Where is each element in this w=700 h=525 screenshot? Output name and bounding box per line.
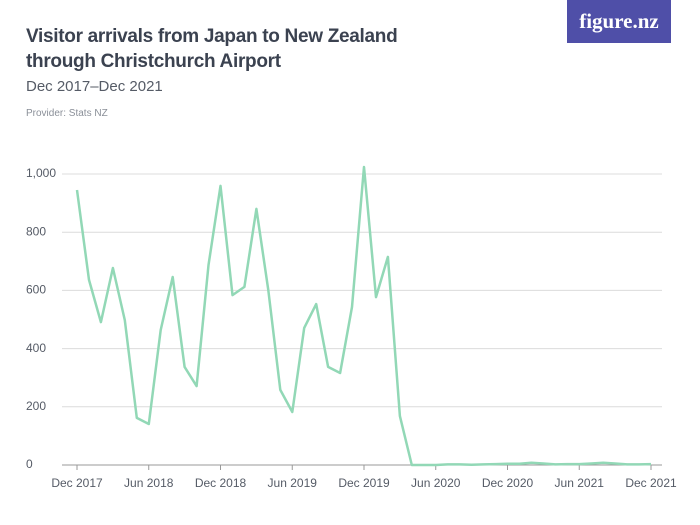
y-tick-label: 0 (26, 457, 33, 471)
y-tick-label: 600 (26, 283, 46, 297)
x-tick-label: Jun 2021 (555, 476, 605, 490)
y-tick-label: 200 (26, 399, 46, 413)
x-tick-label: Jun 2019 (268, 476, 318, 490)
x-tick-label: Dec 2020 (482, 476, 534, 490)
y-tick-label: 800 (26, 224, 46, 238)
y-tick-label: 1,000 (26, 166, 56, 180)
x-tick-label: Dec 2017 (51, 476, 103, 490)
data-line (75, 165, 652, 467)
x-tick-label: Dec 2018 (195, 476, 247, 490)
x-tick-label: Jun 2018 (124, 476, 174, 490)
chart-title: Visitor arrivals from Japan to New Zeala… (26, 26, 398, 72)
chart-subtitle: Dec 2017–Dec 2021 (26, 78, 163, 95)
x-tick-label: Jun 2020 (411, 476, 461, 490)
y-tick-label: 400 (26, 341, 46, 355)
source: Provider: Stats NZ (26, 108, 108, 119)
x-tick-label: Dec 2019 (338, 476, 390, 490)
x-tick-label: Dec 2021 (625, 476, 677, 490)
logo[interactable]: figure.nz (567, 0, 671, 43)
